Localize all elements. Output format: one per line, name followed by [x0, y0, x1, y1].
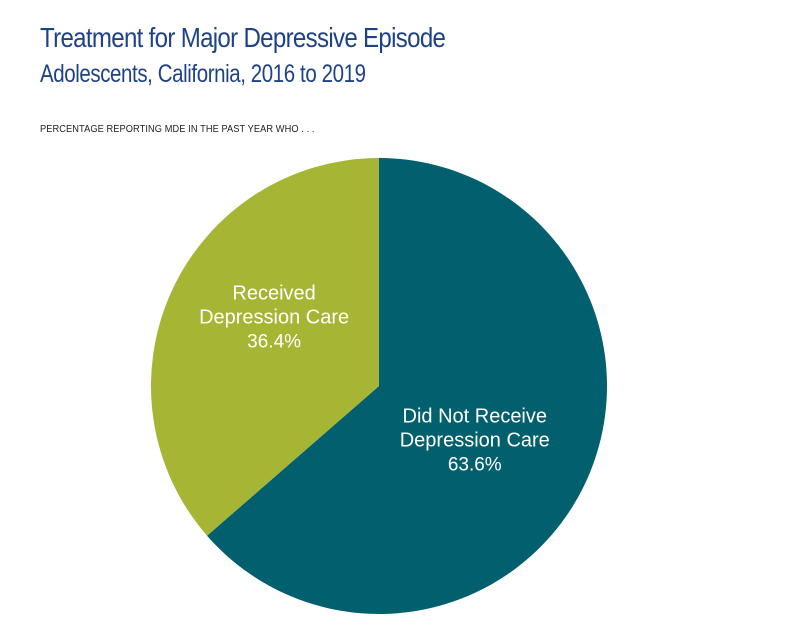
slice-label-line: Received — [232, 282, 315, 304]
slice-value-label: 36.4% — [247, 331, 301, 352]
slice-label-line: Depression Care — [400, 429, 550, 451]
chart-title: Treatment for Major Depressive Episode — [40, 22, 446, 53]
pie-slice-did-not-receive — [207, 158, 607, 614]
slice-value-label: 63.6% — [448, 454, 502, 475]
chart-subtitle: Adolescents, California, 2016 to 2019 — [40, 60, 366, 88]
slice-label-line: Depression Care — [199, 306, 349, 328]
pie-slice-received — [151, 158, 379, 536]
chart-caption: PERCENTAGE REPORTING MDE IN THE PAST YEA… — [40, 123, 315, 135]
slice-label-line: Did Not Receive — [403, 405, 548, 427]
